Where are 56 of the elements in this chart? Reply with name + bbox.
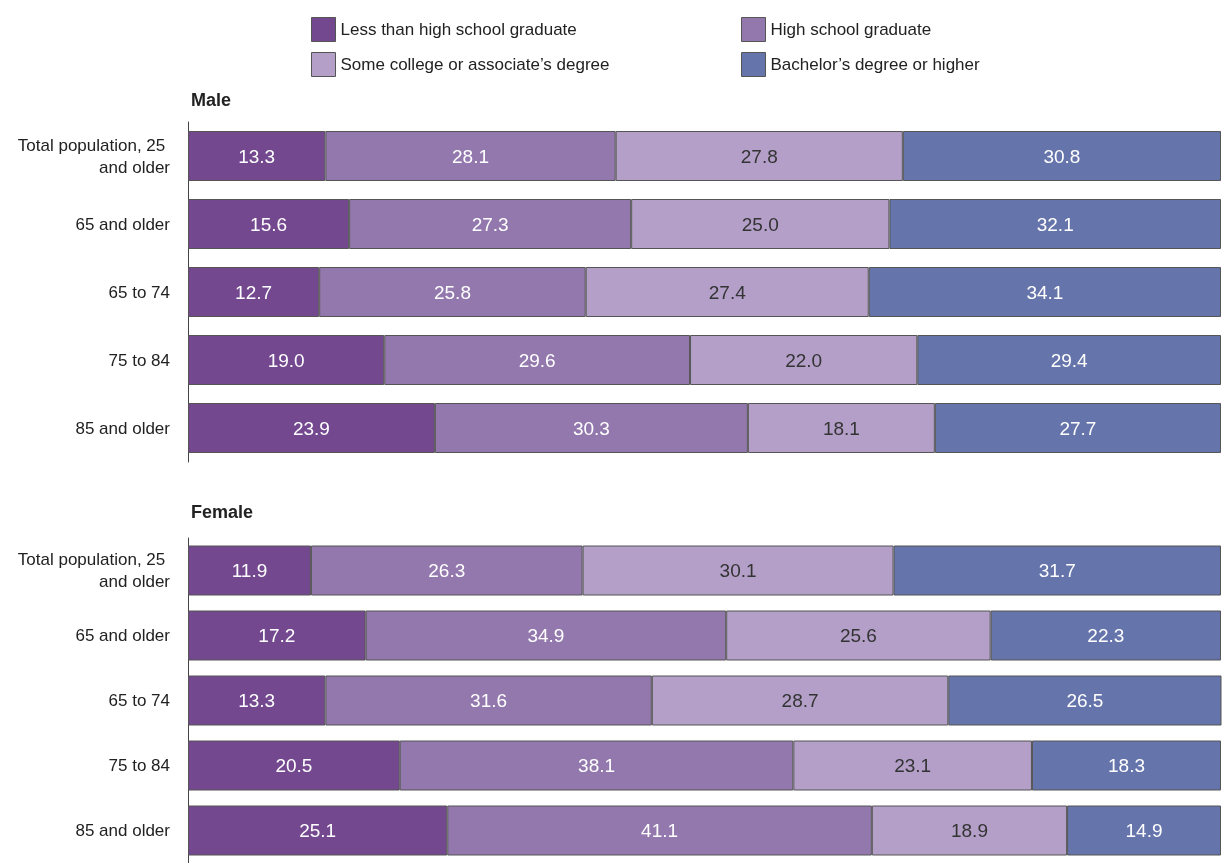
y-tick-label: 75 to 84 [108, 350, 170, 370]
y-tick-label: 75 to 84 [108, 756, 170, 775]
data-label: 27.8 [740, 145, 778, 167]
y-tick-label: 65 and older [75, 626, 171, 645]
data-label: 25.6 [839, 625, 877, 646]
chart-title: Female [191, 502, 254, 522]
data-label: 28.7 [781, 690, 819, 711]
data-label: 27.4 [708, 281, 747, 303]
data-label: 32.1 [1036, 213, 1074, 235]
data-label: 34.9 [527, 625, 565, 646]
data-label: 30.1 [719, 560, 757, 581]
data-label: 17.2 [258, 625, 296, 646]
data-label: 27.7 [1059, 417, 1097, 439]
y-tick-label: 65 and older [75, 214, 171, 234]
data-label: 23.9 [292, 417, 330, 439]
legend-label: Less than high school graduate [340, 20, 577, 39]
data-label: 26.5 [1066, 690, 1104, 711]
data-label: 30.3 [572, 417, 610, 439]
data-label: 18.3 [1107, 755, 1145, 776]
y-tick-label: Total population, 25 and older [17, 550, 171, 591]
data-label: 25.0 [741, 213, 779, 235]
y-tick-label: 85 and older [75, 821, 171, 840]
data-label: 12.7 [235, 281, 273, 303]
data-label: 27.3 [471, 213, 509, 235]
data-label: 31.6 [470, 690, 508, 711]
legend-label: Bachelor’s degree or higher [770, 55, 981, 74]
data-label: 28.1 [452, 145, 490, 167]
data-label: 23.1 [894, 755, 932, 776]
data-label: 14.9 [1125, 820, 1163, 841]
data-label: 20.5 [275, 755, 313, 776]
data-label: 18.9 [950, 820, 988, 841]
data-label: 29.6 [518, 349, 556, 371]
data-label: 13.3 [238, 690, 276, 711]
data-label: 38.1 [578, 755, 616, 776]
data-label: 22.3 [1087, 625, 1125, 646]
data-label: 25.8 [433, 281, 471, 303]
y-tick-label: 65 to 74 [108, 691, 170, 710]
data-label: 19.0 [267, 349, 305, 371]
data-label: 34.1 [1026, 281, 1064, 303]
data-label: 30.8 [1043, 145, 1081, 167]
data-label: 29.4 [1050, 349, 1089, 371]
y-tick-label: 65 to 74 [108, 282, 170, 302]
data-label: 41.1 [641, 820, 679, 841]
y-tick-label: Total population, 25 and older [17, 135, 171, 177]
legend-label: Some college or associate’s degree [340, 55, 610, 74]
data-label: 11.9 [231, 560, 268, 581]
legend-label: High school graduate [770, 20, 932, 39]
data-label: 25.1 [299, 820, 337, 841]
y-tick-label: 85 and older [75, 418, 171, 438]
data-label: 13.3 [238, 145, 276, 167]
chart-title: Male [191, 90, 232, 110]
data-label: 18.1 [822, 417, 860, 439]
data-label: 31.7 [1038, 560, 1076, 581]
data-label: 15.6 [250, 213, 288, 235]
data-label: 22.0 [785, 349, 823, 371]
data-label: 26.3 [428, 560, 466, 581]
